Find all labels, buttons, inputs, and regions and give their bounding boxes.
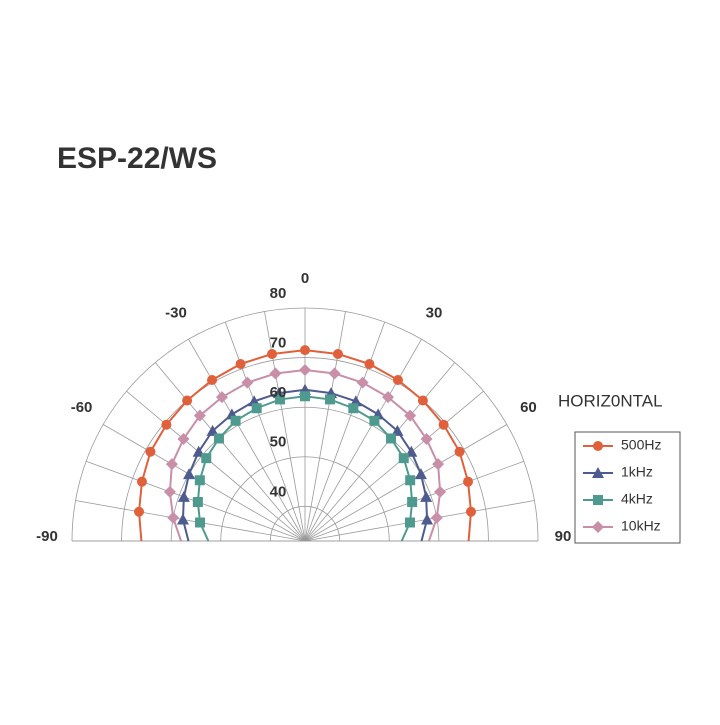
point: [369, 415, 380, 426]
point: [207, 375, 218, 386]
point: [386, 433, 397, 444]
point: [145, 446, 156, 457]
point: [438, 419, 449, 430]
grid-spoke: [304, 390, 484, 542]
chart-subtitle: HORIZ0NTAL: [558, 391, 663, 410]
chart-title: ESP-22/WS: [57, 142, 217, 175]
point: [241, 376, 254, 389]
legend-box: [574, 431, 681, 544]
point: [332, 349, 343, 360]
grid-spoke: [126, 390, 306, 542]
point: [193, 409, 206, 422]
point: [300, 345, 310, 356]
point: [407, 497, 418, 508]
point: [163, 485, 176, 498]
point: [432, 458, 445, 471]
point: [364, 358, 375, 369]
grid-spoke: [75, 500, 306, 542]
point: [275, 394, 286, 405]
point: [398, 453, 409, 464]
point: [454, 446, 465, 457]
grid-spoke: [304, 321, 386, 542]
legend-label: 1kHz: [621, 464, 653, 480]
point: [201, 453, 212, 464]
theta-tick-label: 30: [426, 305, 443, 322]
point: [251, 403, 262, 414]
theta-tick-label: 0: [301, 270, 309, 287]
point: [434, 485, 447, 498]
point: [215, 391, 228, 404]
point: [382, 391, 395, 404]
point: [177, 433, 190, 446]
point: [404, 517, 415, 528]
r-tick-label: 50: [270, 434, 287, 451]
point: [465, 506, 476, 517]
grid-spoke: [304, 339, 422, 542]
point: [182, 395, 193, 406]
point: [213, 433, 224, 444]
point: [230, 415, 241, 426]
point: [405, 475, 416, 486]
r-tick-label: 60: [270, 384, 287, 401]
point: [194, 475, 205, 486]
point: [417, 395, 428, 406]
point: [165, 458, 178, 471]
point: [463, 476, 474, 487]
r-tick-label: 80: [270, 285, 287, 302]
grid-spoke: [154, 362, 306, 542]
point: [420, 433, 433, 446]
point: [328, 367, 341, 380]
point: [430, 511, 443, 524]
legend-label: 4kHz: [621, 491, 653, 507]
point: [235, 358, 246, 369]
point: [348, 403, 359, 414]
point: [414, 468, 427, 480]
point: [177, 490, 190, 502]
point: [167, 511, 180, 524]
r-tick-label: 70: [270, 335, 287, 352]
theta-tick-label: -60: [71, 399, 93, 416]
point: [299, 363, 311, 376]
grid-spoke: [304, 500, 535, 542]
point: [267, 349, 278, 360]
grid-spoke: [304, 362, 456, 542]
theta-tick-label: -90: [36, 528, 58, 545]
theta-tick-label: 60: [520, 399, 537, 416]
grid-spoke: [224, 321, 306, 542]
legend-label: 500Hz: [621, 437, 661, 453]
point: [161, 419, 172, 430]
theta-tick-label: -30: [165, 305, 187, 322]
point: [176, 513, 189, 525]
point: [391, 424, 404, 436]
legend-label: 10kHz: [621, 518, 661, 534]
point: [420, 490, 433, 502]
theta-tick-label: 90: [555, 528, 572, 545]
point: [195, 517, 206, 528]
point: [134, 506, 145, 517]
r-tick-label: 40: [270, 483, 287, 500]
point: [136, 476, 147, 487]
point: [324, 394, 335, 405]
point: [404, 409, 417, 422]
point: [300, 391, 310, 402]
point: [183, 468, 196, 480]
point: [421, 513, 434, 525]
point: [356, 376, 369, 389]
grid-spoke: [188, 339, 306, 542]
point: [206, 424, 219, 436]
point: [269, 367, 282, 380]
point: [192, 497, 203, 508]
point: [392, 375, 403, 386]
